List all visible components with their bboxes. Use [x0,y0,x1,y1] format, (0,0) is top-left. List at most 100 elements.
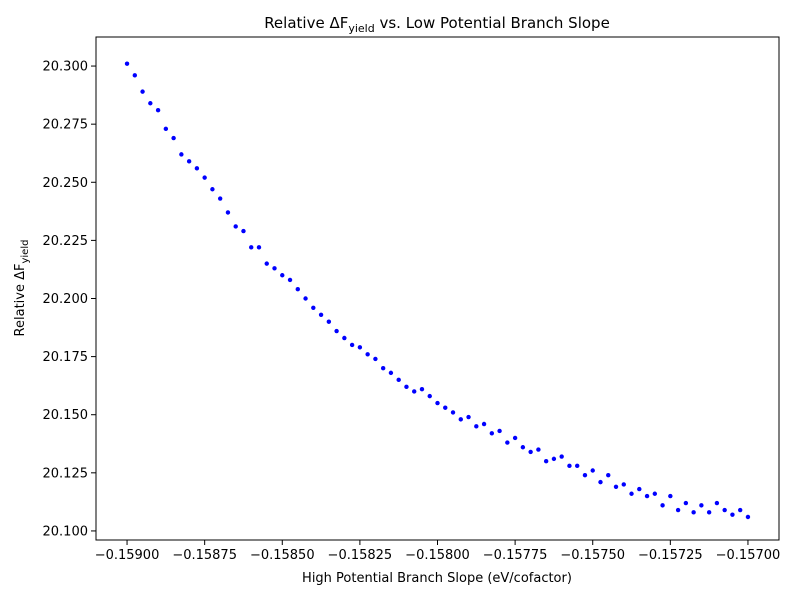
y-axis-label: Relative ΔFyield [13,240,31,337]
point [629,491,634,496]
point [737,507,743,513]
title-rest: vs. Low Potential Branch Slope [375,14,610,32]
point [543,459,549,464]
title-sub: yield [348,22,374,35]
point [745,514,751,520]
point [210,187,215,192]
y-tick-label: 20.100 [43,524,89,539]
point [551,456,557,462]
point [140,89,145,94]
point [380,366,386,371]
point [450,410,456,415]
point [435,400,440,406]
point [186,159,192,164]
x-tick-label: −0.15800 [405,548,470,563]
y-tick-label: 20.175 [43,350,89,365]
title-main: Relative ΔF [264,14,348,32]
point [412,389,417,394]
point [474,424,479,429]
y-tick-label: 20.275 [43,118,89,133]
point [706,510,712,515]
point [458,417,463,422]
point [489,431,495,436]
ylabel-main: Relative ΔF [13,264,28,337]
point [280,273,285,278]
point [233,224,238,229]
point [567,463,572,469]
point [396,377,401,383]
y-tick-label: 20.225 [43,234,89,249]
point [342,335,347,341]
point [427,393,432,399]
point [528,449,533,455]
point [675,507,681,513]
x-tick-label: −0.15900 [95,548,160,563]
point [590,468,595,473]
point [443,405,448,410]
point [582,472,588,478]
point [660,503,665,508]
point [481,421,487,427]
point [256,245,262,250]
point [202,175,207,180]
x-tick-label: −0.15750 [560,548,625,563]
point [217,196,223,201]
point [241,228,246,234]
point [419,386,425,392]
point [637,486,642,492]
point [559,454,564,459]
y-tick-label: 20.300 [43,60,89,75]
point [194,166,200,171]
point [132,73,138,78]
point [388,370,394,376]
point [520,445,526,450]
x-tick-label: −0.15875 [172,548,237,563]
point [606,472,611,478]
point [497,428,502,434]
point [730,512,735,517]
chart-title: Relative ΔFyield vs. Low Potential Branc… [264,14,610,35]
x-axis-label: High Potential Branch Slope (eV/cofactor… [302,571,572,586]
ylabel-sub: yield [20,240,31,264]
point [334,328,339,334]
point [326,319,332,324]
point [505,440,510,445]
y-tick-label: 20.200 [43,292,89,307]
y-tick-label: 20.150 [43,408,89,423]
point [404,384,409,390]
point [357,345,363,350]
point [225,210,231,215]
point [272,266,277,271]
point [536,447,541,452]
x-tick-label: −0.15825 [328,548,393,563]
y-tick-label: 20.250 [43,176,89,191]
point [349,342,355,348]
point [466,414,471,420]
point [163,126,169,132]
point [575,463,580,469]
point [714,500,720,506]
point [691,510,696,515]
point [303,296,308,301]
x-tick-label: −0.15725 [638,548,703,563]
point [171,135,176,141]
point [124,61,130,66]
x-tick-label: −0.15850 [250,548,315,563]
point [264,261,269,266]
point [311,305,316,310]
point [373,356,378,362]
point [613,484,619,489]
point [179,152,184,157]
point [699,503,704,508]
point [295,286,300,292]
point [287,277,293,283]
point [318,312,324,317]
point [683,500,689,506]
point [621,482,626,487]
point [722,507,727,513]
point [644,493,650,499]
point [668,493,673,499]
point [365,352,370,357]
